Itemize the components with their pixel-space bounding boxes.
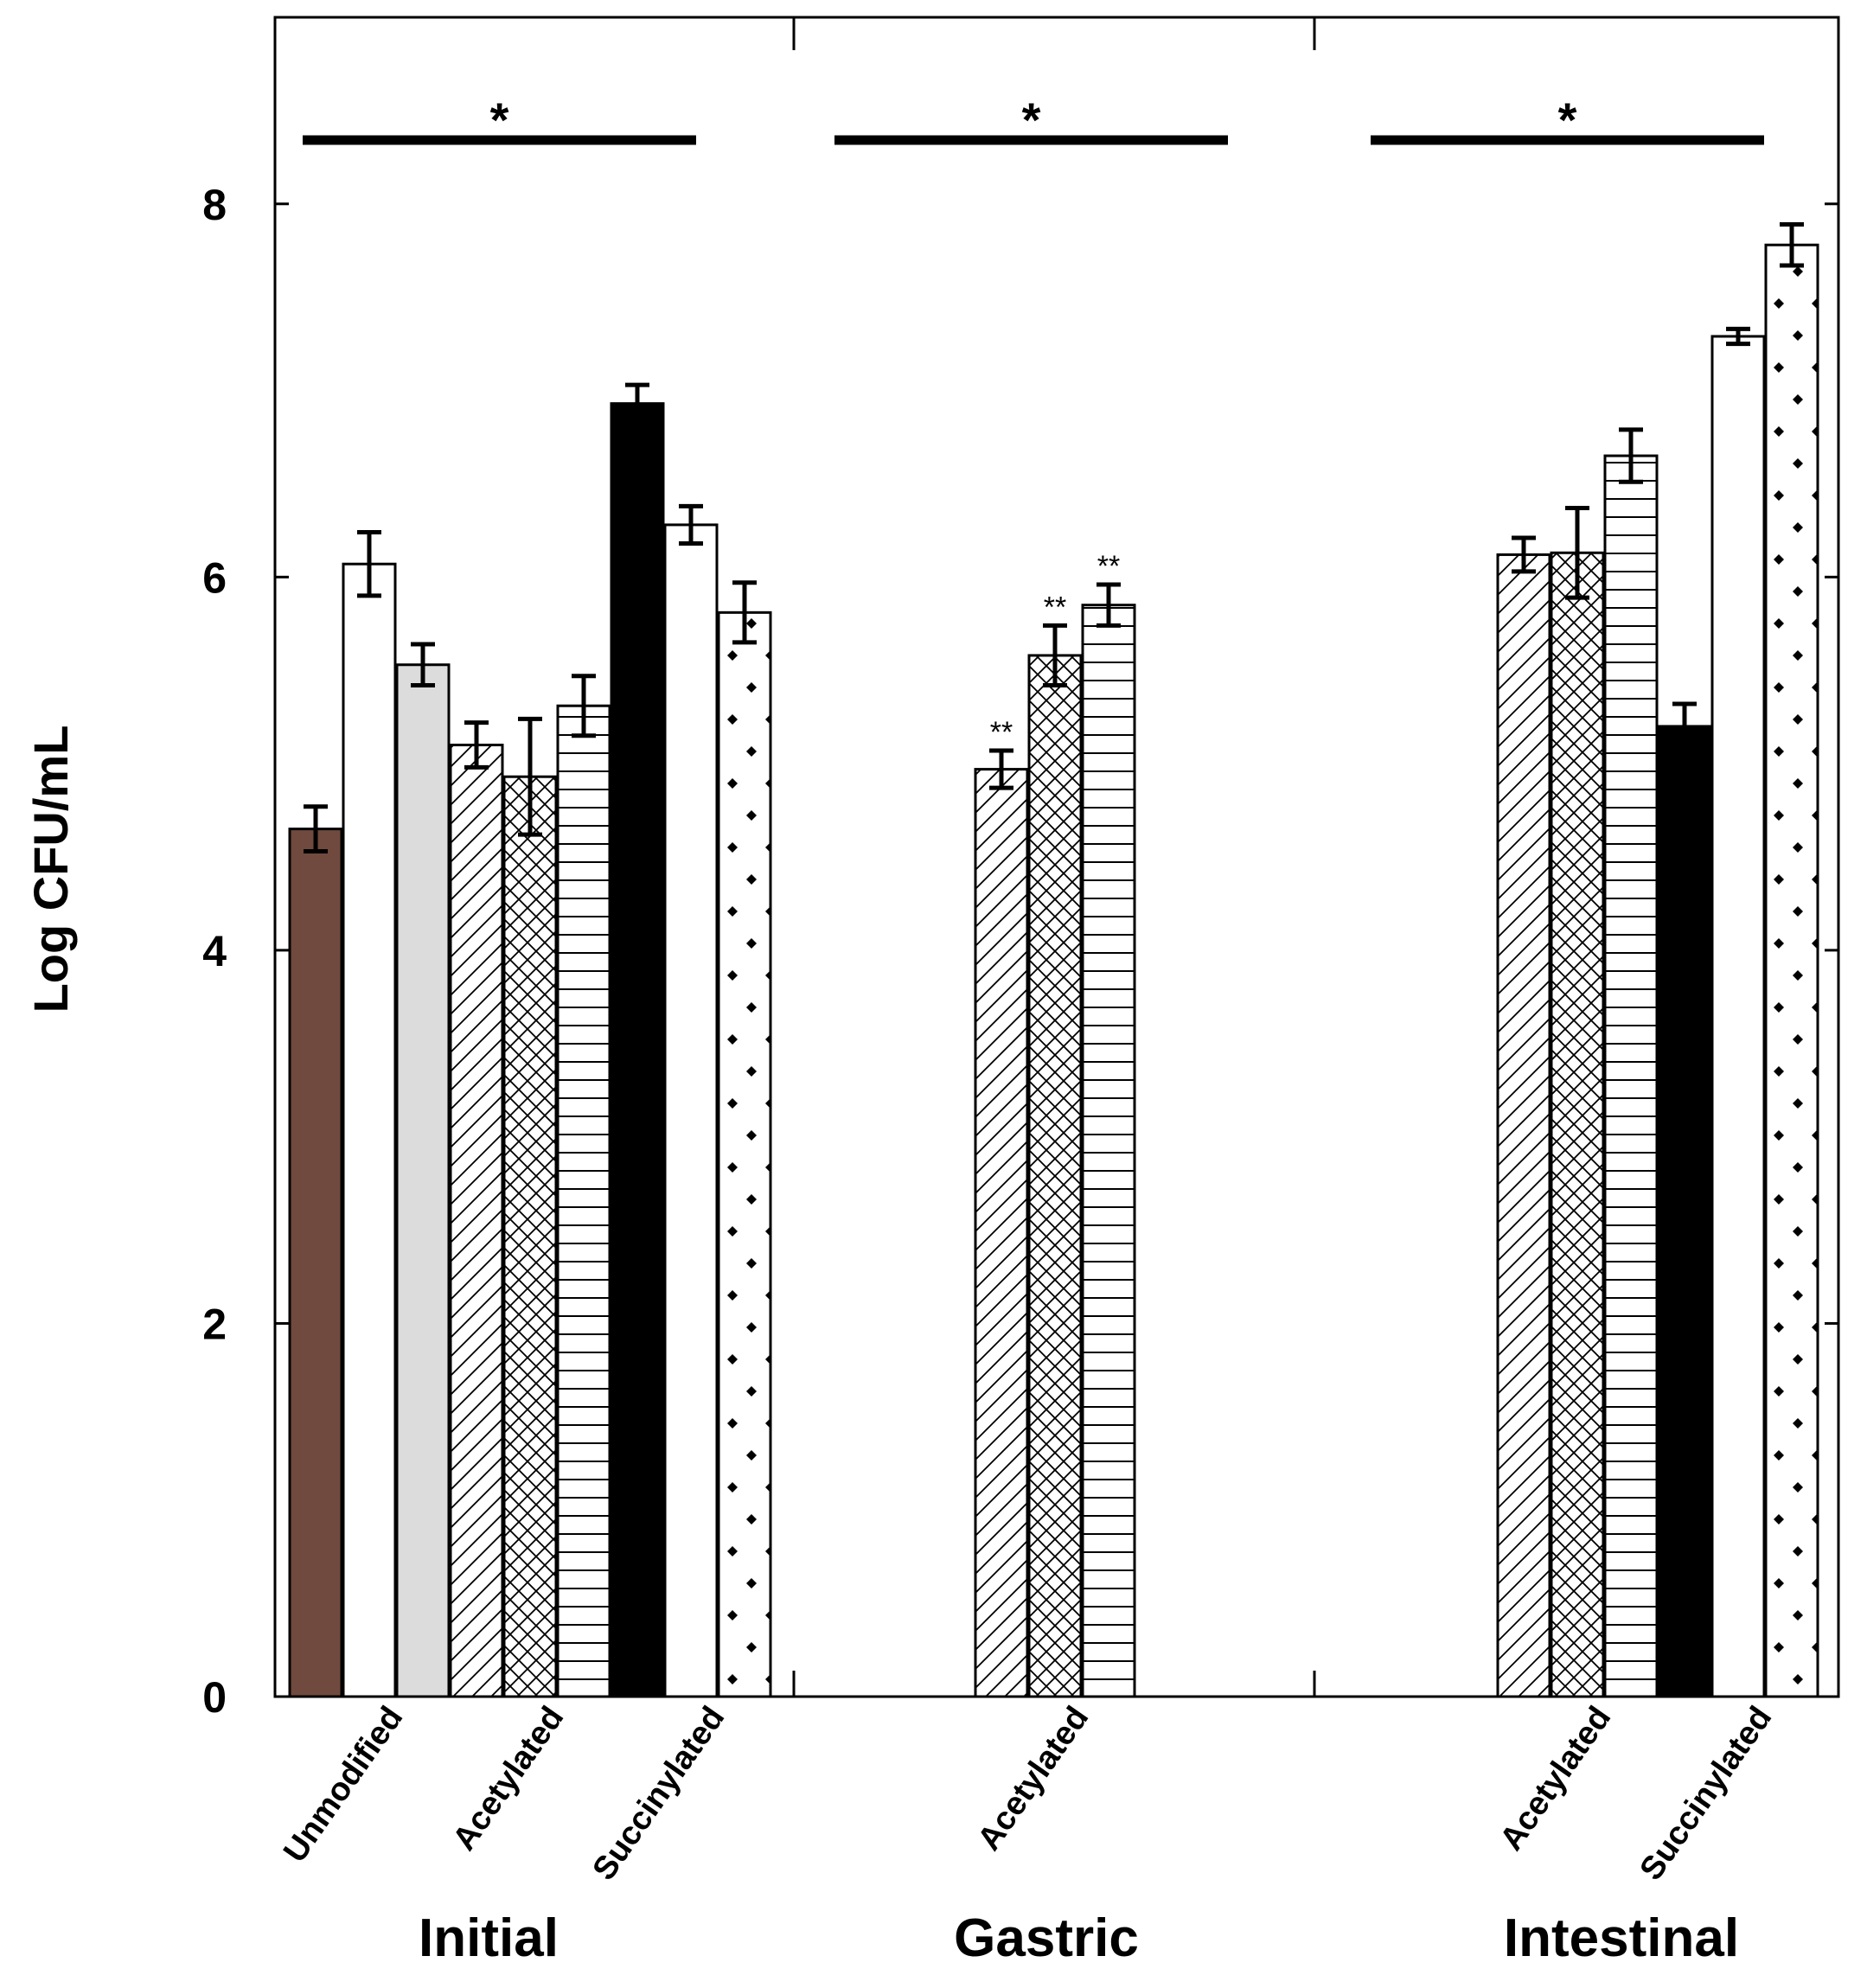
error-bar-gastric-2	[1097, 582, 1121, 628]
significance-star-0: *	[490, 93, 509, 147]
bar-intestinal-1	[1550, 551, 1605, 1698]
error-bar-initial-7	[679, 503, 703, 546]
error-bar-intestinal-3	[1672, 701, 1697, 751]
category-label-initial-2: Succinylated	[586, 1700, 732, 1887]
error-bar-initial-4	[518, 716, 542, 837]
error-bar-intestinal-1	[1565, 505, 1589, 600]
bar-star-gastric-0: **	[990, 716, 1013, 749]
bar-initial-3	[449, 744, 504, 1698]
group-label-gastric: Gastric	[954, 1908, 1139, 1968]
error-bar-intestinal-5	[1780, 222, 1804, 268]
significance-star-2: *	[1558, 93, 1577, 147]
bar-intestinal-4	[1710, 335, 1766, 1698]
bar-intestinal-0	[1496, 553, 1551, 1698]
y-tick-label-2: 4	[202, 927, 227, 975]
error-bars	[304, 222, 1804, 854]
bar-gastric-1	[1027, 654, 1083, 1698]
bars	[288, 243, 1819, 1698]
bar-gastric-0	[974, 768, 1029, 1698]
error-bar-initial-8	[732, 580, 757, 645]
category-label-gastric-0: Acetylated	[971, 1700, 1097, 1857]
error-bar-initial-5	[572, 674, 596, 738]
bar-star-gastric-2: **	[1097, 550, 1120, 583]
y-tick-label-0: 0	[202, 1673, 227, 1722]
y-tick-label-4: 8	[202, 181, 227, 229]
bar-initial-8	[717, 610, 772, 1698]
bar-star-gastric-1: **	[1044, 591, 1066, 623]
y-tick-label-3: 6	[202, 553, 227, 602]
significance-markers: * * *	[303, 93, 1764, 147]
bar-initial-7	[663, 523, 719, 1698]
error-bar-intestinal-4	[1726, 326, 1750, 347]
category-label-intestinal-1: Succinylated	[1634, 1700, 1780, 1887]
group-label-intestinal: Intestinal	[1504, 1908, 1739, 1968]
bar-initial-1	[342, 562, 397, 1698]
category-label-intestinal-0: Acetylated	[1493, 1700, 1619, 1857]
bar-intestinal-2	[1603, 454, 1659, 1698]
category-label-initial-0: Unmodified	[277, 1700, 410, 1869]
bar-initial-5	[556, 704, 611, 1698]
bar-initial-2	[395, 663, 451, 1698]
error-bar-intestinal-2	[1619, 427, 1643, 484]
error-bar-initial-1	[357, 530, 381, 598]
y-tick-label-1: 2	[202, 1300, 227, 1348]
error-bar-gastric-0	[989, 748, 1013, 790]
bar-intestinal-5	[1764, 243, 1819, 1698]
category-label-initial-1: Acetylated	[446, 1700, 572, 1857]
bar-gastric-2	[1081, 604, 1136, 1698]
bar-initial-4	[502, 775, 558, 1698]
error-bar-initial-0	[304, 804, 328, 854]
error-bar-gastric-1	[1043, 623, 1067, 687]
y-axis-label: Log CFU/mL	[23, 726, 78, 1013]
error-bar-initial-3	[464, 720, 489, 770]
group-label-initial: Initial	[419, 1908, 559, 1968]
bar-intestinal-3	[1657, 725, 1712, 1698]
bar-initial-0	[288, 828, 343, 1698]
bar-initial-6	[610, 402, 665, 1698]
error-bar-initial-6	[625, 382, 649, 425]
significance-star-1: *	[1022, 93, 1041, 147]
error-bar-intestinal-0	[1512, 535, 1536, 574]
error-bar-initial-2	[411, 642, 435, 687]
